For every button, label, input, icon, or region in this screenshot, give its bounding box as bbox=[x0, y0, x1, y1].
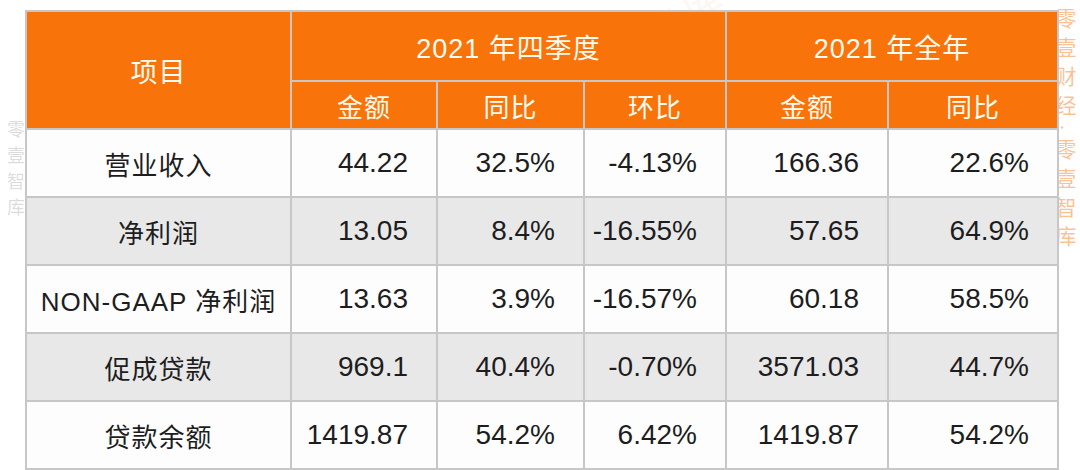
cell-fy-yoy: 64.9% bbox=[888, 197, 1058, 265]
results-table: 项目 2021 年四季度 2021 年全年 金额 同比 环比 金额 同比 营业收… bbox=[25, 10, 1059, 470]
cell-fy-amount: 166.36 bbox=[726, 129, 888, 197]
cell-fy-amount: 3571.03 bbox=[726, 333, 888, 401]
cell-q4-amount: 44.22 bbox=[291, 129, 437, 197]
cell-fy-amount: 60.18 bbox=[726, 265, 888, 333]
col-header-q4-qoq: 环比 bbox=[584, 81, 726, 129]
cell-q4-qoq: -16.57% bbox=[584, 265, 726, 333]
row-label: 净利润 bbox=[26, 197, 291, 265]
financial-results-figure: 零壹财经·零壹智库 零壹财经·零壹智库 零壹财经·零壹智库 零壹智库 零壹财经·… bbox=[0, 0, 1080, 470]
row-label: NON-GAAP 净利润 bbox=[26, 265, 291, 333]
col-header-fy-amount: 金额 bbox=[726, 81, 888, 129]
cell-q4-qoq: -16.55% bbox=[584, 197, 726, 265]
row-label: 促成贷款 bbox=[26, 333, 291, 401]
table-row-nongaap-net-profit: NON-GAAP 净利润 13.63 3.9% -16.57% 60.18 58… bbox=[26, 265, 1058, 333]
col-header-q4-amount: 金额 bbox=[291, 81, 437, 129]
cell-q4-qoq: -4.13% bbox=[584, 129, 726, 197]
col-header-fy-yoy: 同比 bbox=[888, 81, 1058, 129]
cell-fy-yoy: 58.5% bbox=[888, 265, 1058, 333]
table-body: 营业收入 44.22 32.5% -4.13% 166.36 22.6% 净利润… bbox=[26, 129, 1058, 469]
group-header-q4-2021: 2021 年四季度 bbox=[291, 11, 726, 81]
table-row-revenue: 营业收入 44.22 32.5% -4.13% 166.36 22.6% bbox=[26, 129, 1058, 197]
cell-q4-amount: 13.05 bbox=[291, 197, 437, 265]
cell-fy-yoy: 22.6% bbox=[888, 129, 1058, 197]
cell-fy-amount: 57.65 bbox=[726, 197, 888, 265]
cell-q4-yoy: 54.2% bbox=[437, 401, 584, 469]
col-header-item: 项目 bbox=[26, 11, 291, 129]
cell-q4-yoy: 32.5% bbox=[437, 129, 584, 197]
cell-q4-qoq: -0.70% bbox=[584, 333, 726, 401]
watermark-left-edge: 零壹智库 bbox=[1, 120, 27, 224]
cell-q4-amount: 969.1 bbox=[291, 333, 437, 401]
cell-fy-yoy: 44.7% bbox=[888, 333, 1058, 401]
cell-q4-amount: 13.63 bbox=[291, 265, 437, 333]
cell-fy-yoy: 54.2% bbox=[888, 401, 1058, 469]
table-header: 项目 2021 年四季度 2021 年全年 金额 同比 环比 金额 同比 bbox=[26, 11, 1058, 129]
table-row-net-profit: 净利润 13.05 8.4% -16.55% 57.65 64.9% bbox=[26, 197, 1058, 265]
cell-fy-amount: 1419.87 bbox=[726, 401, 888, 469]
group-header-fy-2021: 2021 年全年 bbox=[726, 11, 1058, 81]
col-header-q4-yoy: 同比 bbox=[437, 81, 584, 129]
cell-q4-qoq: 6.42% bbox=[584, 401, 726, 469]
group-header-row: 项目 2021 年四季度 2021 年全年 bbox=[26, 11, 1058, 81]
cell-q4-yoy: 40.4% bbox=[437, 333, 584, 401]
row-label: 营业收入 bbox=[26, 129, 291, 197]
table-row-loan-balance: 贷款余额 1419.87 54.2% 6.42% 1419.87 54.2% bbox=[26, 401, 1058, 469]
table-row-loans-facilitated: 促成贷款 969.1 40.4% -0.70% 3571.03 44.7% bbox=[26, 333, 1058, 401]
row-label: 贷款余额 bbox=[26, 401, 291, 469]
cell-q4-yoy: 3.9% bbox=[437, 265, 584, 333]
cell-q4-amount: 1419.87 bbox=[291, 401, 437, 469]
cell-q4-yoy: 8.4% bbox=[437, 197, 584, 265]
